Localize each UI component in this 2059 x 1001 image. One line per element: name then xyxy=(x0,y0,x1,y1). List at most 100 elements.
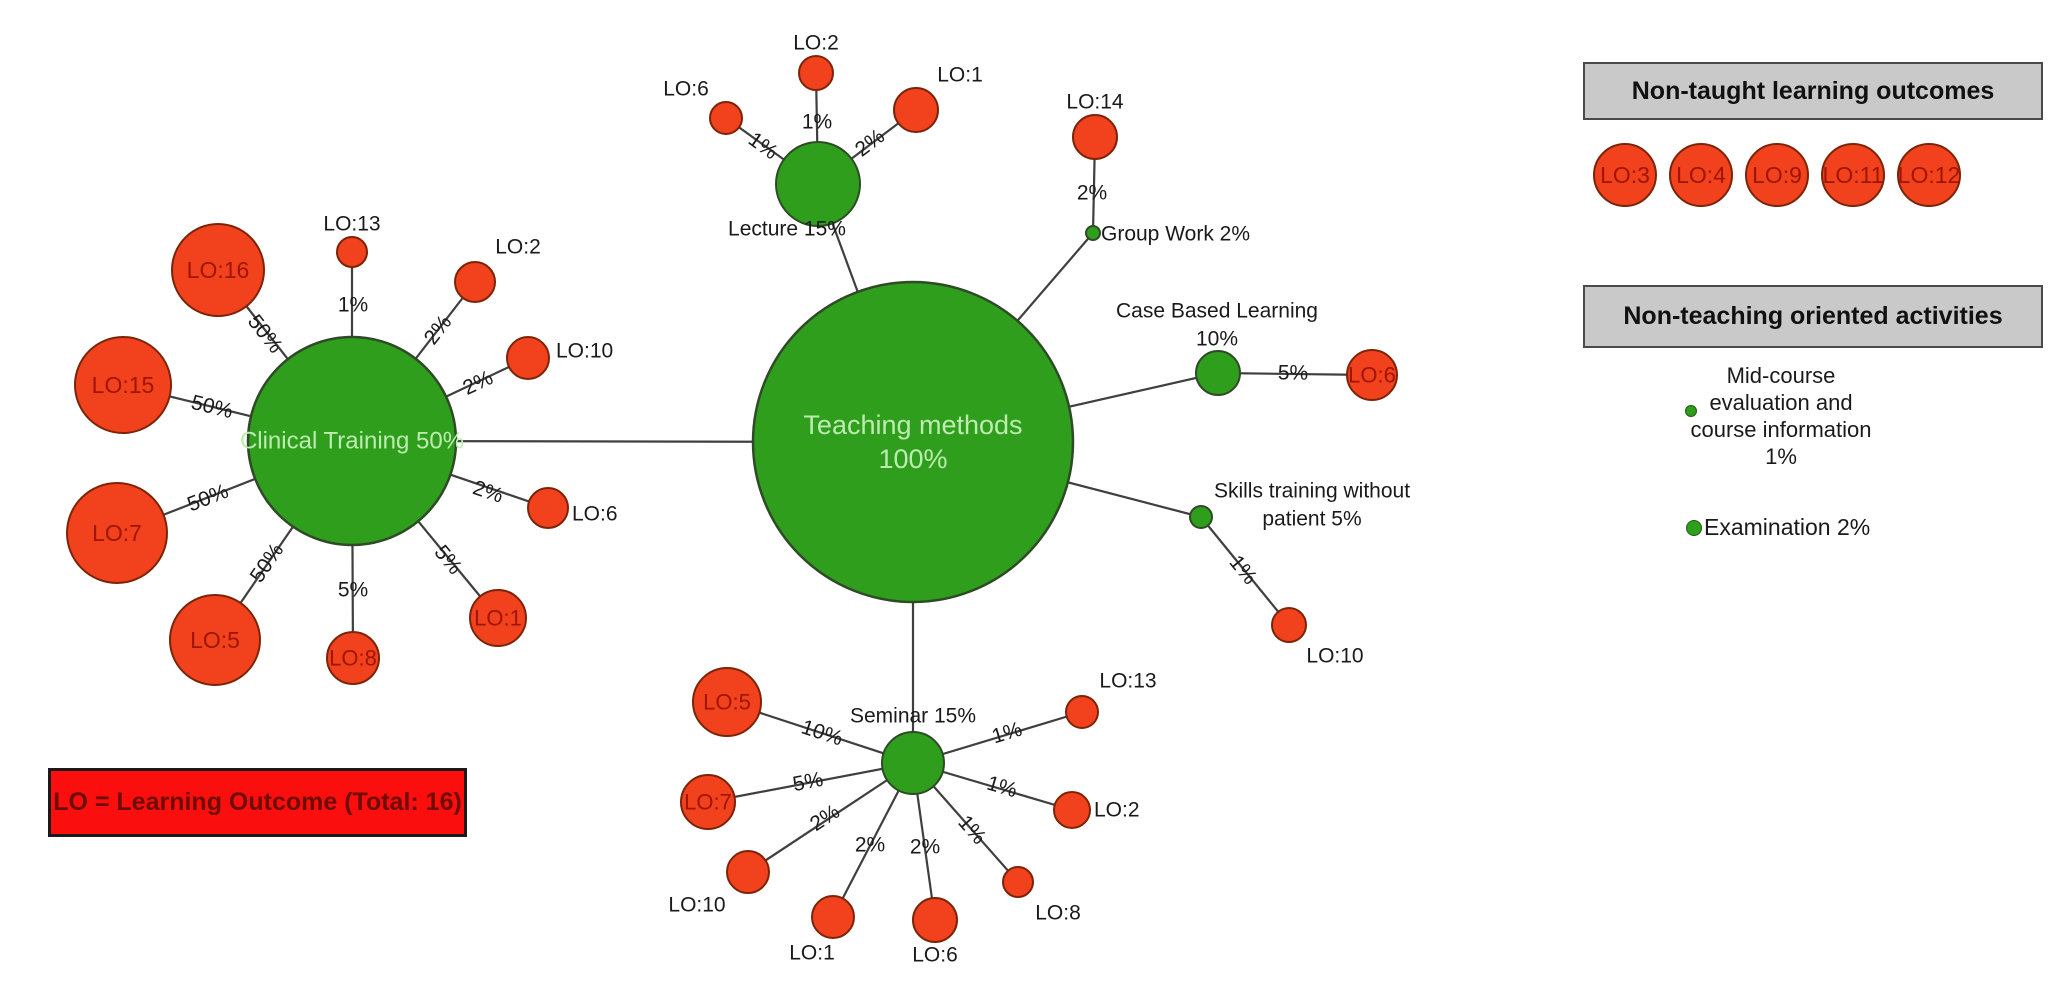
bubble-se_lo8 xyxy=(1002,866,1034,898)
edge-label-seminar-se_lo1: 2% xyxy=(855,834,885,857)
bubble-s_lo10 xyxy=(1271,607,1307,643)
label-clinical: Clinical Training 50% xyxy=(240,428,464,455)
edge-skills-s_lo10 xyxy=(1200,516,1290,626)
bubble-seminar xyxy=(881,731,945,795)
midcourse-evaluation-entry: Mid-course evaluation and course informati… xyxy=(1631,362,1931,470)
bubble-l_lo2 xyxy=(798,55,834,91)
edge-label-lecture-l_lo2: 1% xyxy=(802,111,832,134)
edge-label-clinical-c_lo8: 5% xyxy=(338,579,368,602)
edge-label-group_work-g_lo14: 2% xyxy=(1077,182,1107,205)
label-c_lo10: LO:10 xyxy=(556,340,613,363)
edge-seminar-se_lo7 xyxy=(707,761,914,804)
legend-outcome-circle: LO:12 xyxy=(1897,143,1961,207)
label-l_lo2: LO:2 xyxy=(793,32,839,55)
label-lecture: Lecture 15% xyxy=(728,218,846,241)
label-g_lo14: LO:14 xyxy=(1066,91,1124,114)
bubble-lecture xyxy=(775,141,861,227)
label-cb_lo6: LO:6 xyxy=(1348,363,1396,388)
edge-label-clinical-c_lo7: 50% xyxy=(184,480,232,517)
label-c_lo1: LO:1 xyxy=(474,606,522,631)
edge-label-seminar-se_lo5: 10% xyxy=(798,716,845,751)
bubble-c_lo1 xyxy=(469,589,527,647)
label-c_lo13: LO:13 xyxy=(323,213,380,236)
bubble-c_lo6 xyxy=(527,487,569,529)
bubble-c_lo7 xyxy=(66,482,168,584)
bubble-cbl xyxy=(1195,350,1241,396)
examination-label: Examination 2% xyxy=(1704,514,1871,540)
label-se_lo2: LO:2 xyxy=(1094,799,1140,822)
bubble-c_lo10 xyxy=(506,336,550,380)
label-s_lo10: LO:10 xyxy=(1306,645,1363,668)
bubble-se_lo7 xyxy=(680,774,736,830)
legend-non-teaching-title: Non-teaching oriented activities xyxy=(1623,302,2003,330)
label-c_lo2: LO:2 xyxy=(495,236,541,259)
bubble-se_lo2 xyxy=(1053,791,1091,829)
bubble-se_lo5 xyxy=(692,667,762,737)
bubble-l_lo1 xyxy=(893,87,939,133)
midcourse-entry-line: Mid-course xyxy=(1726,363,1836,388)
bubble-se_lo6 xyxy=(912,897,958,943)
label-se_lo8: LO:8 xyxy=(1035,902,1081,925)
label-skills: Skills training without xyxy=(1214,480,1410,503)
bubble-se_lo13 xyxy=(1065,695,1099,729)
label-c_lo15: LO:15 xyxy=(92,372,155,398)
edge-label-clinical-c_lo6: 2% xyxy=(470,476,506,508)
label-l_lo6: LO:6 xyxy=(663,78,709,101)
legend-non-teaching-header: Non-teaching oriented activities xyxy=(1583,285,2043,348)
midcourse-dot-icon xyxy=(1685,405,1697,417)
label-c_lo8: LO:8 xyxy=(329,646,377,671)
bubble-skills xyxy=(1189,505,1213,529)
bubble-c_lo8 xyxy=(326,631,380,685)
label-teaching: Teaching methods xyxy=(803,410,1022,440)
bubble-cb_lo6 xyxy=(1346,349,1398,401)
legend-outcome-circle: LO:4 xyxy=(1669,143,1733,207)
bubble-c_lo2 xyxy=(454,261,496,303)
edge-label-clinical-c_lo13: 1% xyxy=(338,294,368,317)
bubble-clinical xyxy=(246,335,458,547)
legend-outcome-circle: LO:11 xyxy=(1821,143,1885,207)
legend-outcome-circle: LO:9 xyxy=(1745,143,1809,207)
label-l_lo1: LO:1 xyxy=(937,64,983,87)
non-taught-outcomes-row: LO:3 LO:4 LO:9 LO:11 LO:12 xyxy=(1593,143,1961,207)
examination-entry: Examination 2% xyxy=(1686,514,1870,541)
edge-label-clinical-c_lo15: 50% xyxy=(189,391,235,423)
label-teaching: 100% xyxy=(878,444,947,474)
bubble-g_lo14 xyxy=(1072,114,1118,160)
label-group_work: Group Work 2% xyxy=(1101,223,1250,246)
label-se_lo10: LO:10 xyxy=(668,894,725,917)
bubble-c_lo15 xyxy=(74,336,172,434)
edge-label-clinical-c_lo5: 50% xyxy=(246,539,289,587)
bubble-c_lo13 xyxy=(336,236,368,268)
label-cbl: Case Based Learning xyxy=(1116,300,1318,323)
label-se_lo5: LO:5 xyxy=(703,690,751,715)
edge-label-seminar-se_lo6: 2% xyxy=(910,836,940,859)
legend-outcome-circle: LO:3 xyxy=(1593,143,1657,207)
edge-label-seminar-se_lo13: 1% xyxy=(989,718,1025,749)
learning-outcome-note-text: LO = Learning Outcome (Total: 16) xyxy=(53,788,462,816)
label-c_lo5: LO:5 xyxy=(190,627,240,653)
legend-non-taught-title: Non-taught learning outcomes xyxy=(1631,76,1995,105)
label-se_lo7: LO:7 xyxy=(684,790,732,815)
bubble-se_lo1 xyxy=(811,895,855,939)
learning-outcome-note-box: LO = Learning Outcome (Total: 16) xyxy=(48,768,467,837)
legend-column: Non-taught learning outcomes LO:3 LO:4 LO:… xyxy=(1583,62,2043,540)
label-seminar: Seminar 15% xyxy=(850,705,976,728)
edge-label-seminar-se_lo2: 1% xyxy=(984,772,1020,803)
bubble-c_lo16 xyxy=(171,223,265,317)
label-cbl: 10% xyxy=(1196,328,1238,351)
bubble-se_lo10 xyxy=(726,850,770,894)
examination-dot-icon xyxy=(1686,519,1702,536)
label-se_lo1: LO:1 xyxy=(789,942,835,965)
bubble-teaching xyxy=(751,280,1075,604)
midcourse-entry-line: evaluation and xyxy=(1709,390,1853,415)
label-c_lo6: LO:6 xyxy=(572,503,618,526)
label-c_lo7: LO:7 xyxy=(92,520,142,546)
legend-non-taught-header: Non-taught learning outcomes xyxy=(1583,62,2043,120)
bubble-l_lo6 xyxy=(709,101,743,135)
midcourse-entry-line: course information xyxy=(1690,417,1872,442)
midcourse-entry-line: 1% xyxy=(1765,444,1797,469)
edge-label-seminar-se_lo7: 5% xyxy=(791,768,825,796)
edge-label-lecture-l_lo6: 1% xyxy=(744,128,782,164)
